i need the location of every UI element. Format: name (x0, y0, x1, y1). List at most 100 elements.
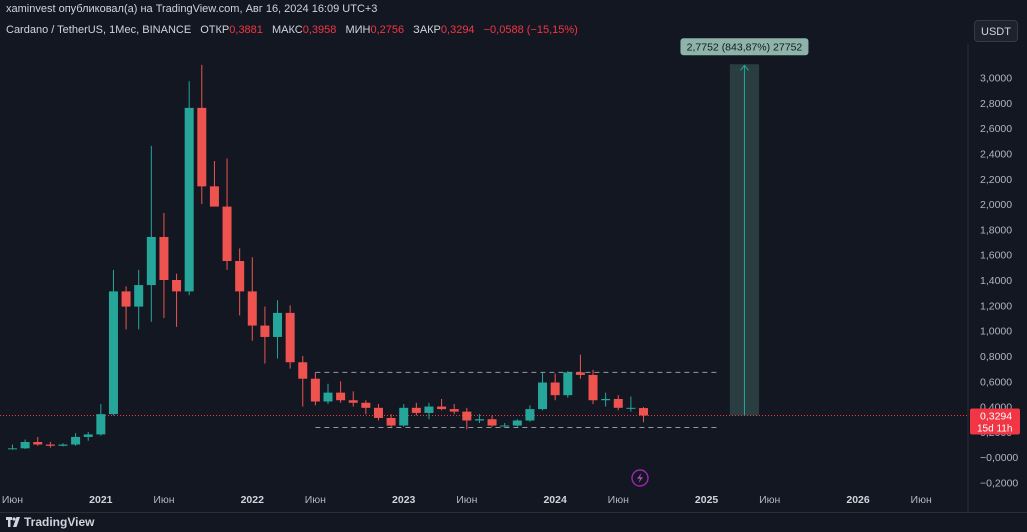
symbol-name: Cardano / TetherUS, 1Мес, BINANCE (6, 24, 192, 36)
symbol-legend: Cardano / TetherUS, 1Мес, BINANCE ОТКР0,… (6, 24, 584, 40)
candle (108, 269, 118, 416)
x-tick-label: 2026 (846, 494, 870, 506)
y-tick-label: 1,4000 (980, 275, 1012, 287)
candle (260, 306, 270, 364)
candle-body (639, 408, 648, 416)
close-label: ЗАКР (413, 24, 441, 36)
candle (575, 354, 585, 379)
tradingview-logo[interactable]: TradingView (6, 515, 94, 529)
candle (134, 269, 144, 330)
candle (323, 383, 333, 405)
candle-body (222, 206, 232, 262)
candle-body (601, 398, 611, 401)
candle (121, 286, 131, 330)
lightning-icon[interactable] (631, 469, 649, 487)
high-label: МАКС (271, 24, 303, 36)
candle-body (146, 236, 156, 286)
candle (487, 415, 497, 427)
candle (449, 404, 459, 415)
x-tick-label: 2024 (543, 494, 567, 506)
y-tick-label: 1,8000 (980, 224, 1012, 236)
x-tick-label: Июн (305, 494, 326, 506)
candle-body (108, 291, 118, 415)
candle-body (626, 407, 636, 409)
candle (361, 400, 371, 415)
candle-body (550, 382, 560, 396)
x-tick-label: 2025 (695, 494, 719, 506)
candle (172, 273, 182, 327)
candle-body (512, 420, 522, 426)
candle-body (310, 378, 320, 402)
candle-body (121, 291, 131, 307)
candle-body (437, 406, 447, 410)
y-tick-label: 2,8000 (980, 98, 1012, 110)
candle-body (209, 186, 219, 207)
candle-body (58, 444, 68, 446)
candle-body (563, 372, 573, 396)
candle-body (525, 409, 535, 421)
price-range-tool[interactable]: 2,7752 (843,87%) 27752 (680, 38, 809, 416)
x-tick-label: 2023 (392, 494, 416, 506)
candle (33, 436, 43, 446)
candle-body (298, 362, 308, 379)
candle (184, 81, 194, 296)
candles (8, 64, 648, 450)
y-tick-label: 3,0000 (980, 73, 1012, 85)
price-chart[interactable]: −0,2000−0,00000,20000,40000,60000,80001,… (0, 0, 1027, 512)
candle (336, 381, 346, 403)
time-axis[interactable]: Июн 2021 Июн 2022 Июн 2023 Июн 2024 Июн 2025 Июн 20… (2, 494, 932, 506)
candle-body (588, 374, 598, 401)
price-range-label: 2,7752 (843,87%) 27752 (687, 41, 803, 53)
range-lines (315, 371, 720, 428)
candle (247, 257, 257, 341)
y-tick-label: 1,6000 (980, 250, 1012, 262)
y-tick-label: −0,0000 (980, 452, 1018, 464)
candle (538, 372, 548, 411)
candle-body (575, 372, 585, 375)
candle (563, 371, 573, 398)
x-tick-label: Июн (911, 494, 932, 506)
candle (235, 248, 245, 316)
tradingview-brand: TradingView (24, 515, 95, 529)
candle-body (71, 436, 81, 445)
candle-body (45, 444, 55, 446)
candle (310, 372, 320, 406)
candle-body (323, 392, 333, 402)
candle-body (613, 398, 623, 408)
candle (96, 404, 106, 436)
y-tick-label: 2,4000 (980, 148, 1012, 160)
candle (273, 300, 283, 359)
tradingview-logo-icon (6, 517, 20, 527)
candle-body (538, 382, 548, 410)
candle-body (20, 442, 30, 449)
candle (285, 305, 295, 369)
candle-body (247, 291, 257, 326)
candle-body (96, 414, 106, 435)
x-tick-label: 2021 (89, 494, 113, 506)
candle-body (399, 407, 409, 426)
candle (626, 396, 636, 412)
candle (298, 355, 308, 407)
candle (159, 212, 169, 318)
x-tick-label: Июн (153, 494, 174, 506)
candle (209, 161, 219, 207)
currency-button[interactable]: USDT (974, 20, 1018, 42)
low-label: МИН (345, 24, 371, 36)
candle (588, 369, 598, 405)
candle (424, 402, 434, 420)
candle (83, 431, 93, 441)
candle (512, 419, 522, 427)
x-tick-label: Июн (759, 494, 780, 506)
candle (411, 402, 421, 416)
candle-body (83, 434, 93, 437)
candle-body (134, 285, 144, 307)
candle-body (487, 419, 497, 426)
candle (500, 423, 510, 427)
high-value: 0,3958 (302, 24, 337, 36)
publisher-line: xaminvest опубликовал(а) на TradingView.… (6, 3, 378, 15)
candle-body (273, 312, 283, 337)
candle-body (336, 392, 346, 401)
candle-body (373, 407, 383, 418)
candle (20, 439, 30, 449)
